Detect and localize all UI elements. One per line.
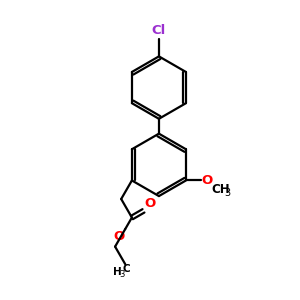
Text: 3: 3 xyxy=(225,188,231,198)
Text: C: C xyxy=(123,265,130,275)
Text: O: O xyxy=(144,197,156,210)
Text: Cl: Cl xyxy=(152,24,166,38)
Text: H: H xyxy=(112,267,121,277)
Text: 3: 3 xyxy=(119,270,125,279)
Text: O: O xyxy=(202,174,213,187)
Text: CH: CH xyxy=(211,183,230,196)
Text: O: O xyxy=(113,230,124,243)
